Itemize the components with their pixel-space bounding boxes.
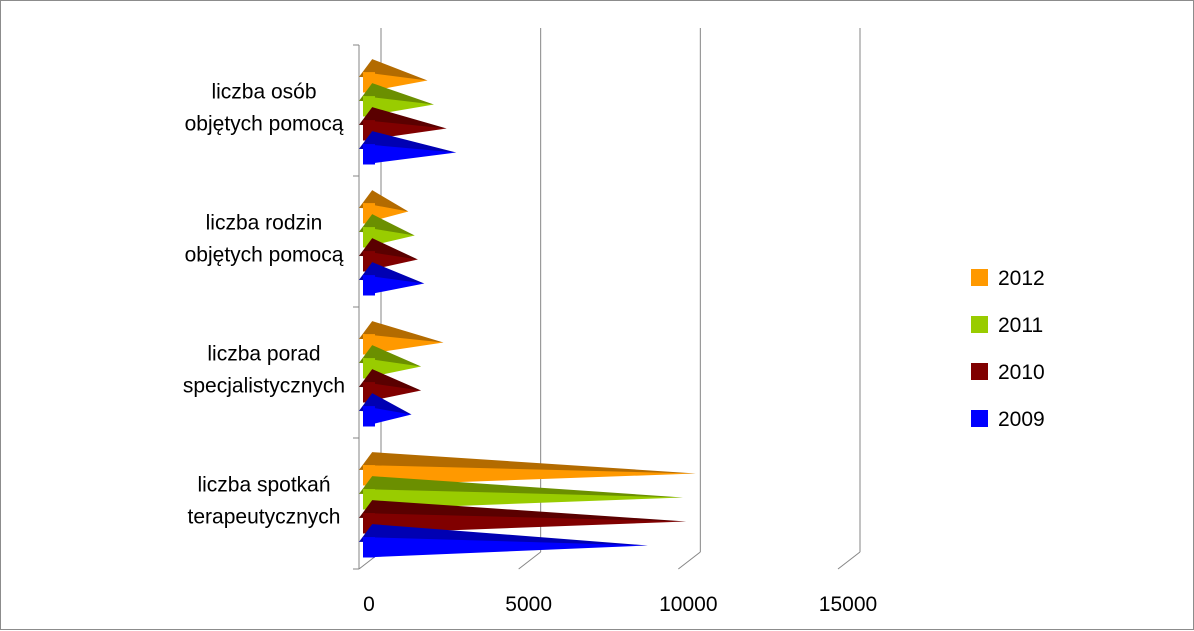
cone-face	[363, 537, 648, 558]
legend-item-2010: 2010	[971, 361, 1045, 384]
legend-item-2011: 2011	[971, 314, 1043, 337]
bar-2009	[359, 524, 648, 558]
legend-label: 2011	[998, 314, 1043, 337]
bar-2011	[359, 476, 683, 510]
cone-face	[363, 406, 412, 427]
x-tick-label: 5000	[505, 593, 552, 616]
bar-2012	[359, 190, 409, 224]
bar-2009	[359, 131, 457, 165]
bar-2009	[359, 393, 412, 427]
legend-item-2012: 2012	[971, 267, 1045, 290]
bar-2009	[359, 262, 425, 296]
legend-swatch	[971, 316, 988, 333]
legend-label: 2012	[998, 267, 1045, 290]
x-tick-label: 10000	[659, 593, 717, 616]
gridline-depth	[837, 551, 861, 570]
cone-face	[363, 513, 687, 534]
category-label: liczba spotkań terapeutycznych	[188, 474, 341, 529]
category-label: liczba rodzin objętych pomocą	[185, 212, 344, 267]
x-tick-label: 15000	[819, 593, 877, 616]
gridline-depth	[678, 551, 701, 570]
gridline-depth	[518, 551, 541, 570]
legend-swatch	[971, 269, 988, 286]
category-label: liczba porad specjalistycznych	[183, 343, 345, 398]
cone-base	[363, 275, 375, 296]
cone-face	[363, 334, 444, 355]
legend-label: 2010	[998, 361, 1045, 384]
legend-swatch	[971, 410, 988, 427]
bar-2012	[359, 452, 696, 486]
legend-label: 2009	[998, 408, 1045, 431]
legend-swatch	[971, 363, 988, 380]
cone-face	[363, 275, 425, 296]
cone-base	[363, 406, 375, 427]
category-label: liczba osób objętych pomocą	[185, 81, 344, 136]
legend-item-2009: 2009	[971, 408, 1045, 431]
cone-base	[363, 537, 375, 558]
cone-face	[363, 144, 457, 165]
x-tick-label: 0	[363, 593, 375, 616]
cone-face	[363, 465, 696, 486]
cone-base	[363, 144, 375, 165]
cone-face	[363, 489, 683, 510]
bar-2012	[359, 321, 444, 355]
